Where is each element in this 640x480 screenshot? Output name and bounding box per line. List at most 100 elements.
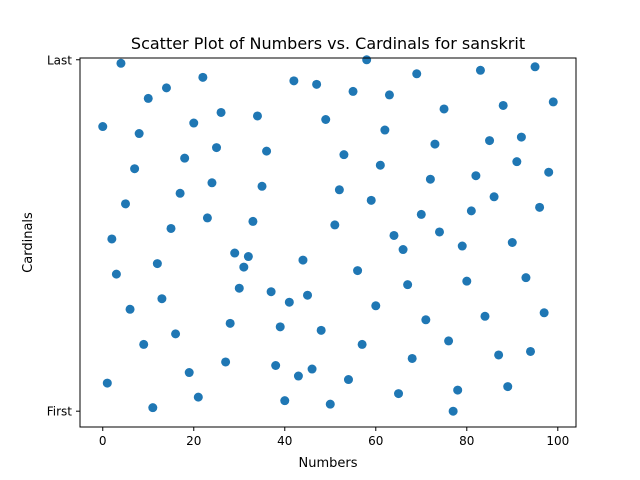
data-point-18	[180, 153, 190, 163]
data-point-80	[462, 276, 472, 286]
data-point-53	[339, 150, 349, 160]
data-point-79	[457, 241, 467, 251]
data-point-82	[471, 171, 481, 181]
data-point-19	[184, 368, 194, 378]
data-point-41	[284, 297, 294, 307]
data-point-11	[148, 403, 158, 413]
data-point-58	[362, 55, 372, 65]
data-point-42	[289, 76, 299, 86]
data-point-15	[166, 223, 176, 233]
data-point-60	[371, 301, 381, 311]
data-point-46	[307, 364, 317, 374]
data-point-6	[125, 304, 135, 314]
data-point-48	[316, 325, 326, 335]
data-point-86	[489, 192, 499, 202]
data-point-32	[243, 252, 253, 262]
data-point-7	[130, 164, 140, 174]
data-point-83	[475, 65, 485, 75]
data-point-94	[526, 346, 535, 356]
chart-title: Scatter Plot of Numbers vs. Cardinals fo…	[131, 34, 525, 53]
data-point-97	[539, 308, 549, 318]
data-point-26	[216, 107, 226, 117]
data-point-30	[234, 283, 244, 293]
data-point-40	[280, 396, 290, 406]
data-point-54	[343, 375, 353, 385]
data-point-52	[334, 185, 344, 195]
data-point-59	[366, 195, 376, 205]
data-point-45	[303, 290, 313, 300]
data-point-66	[398, 245, 408, 255]
data-point-62	[380, 125, 390, 135]
data-point-95	[530, 62, 540, 72]
data-point-67	[403, 280, 413, 290]
data-point-76	[444, 336, 454, 346]
data-point-91	[512, 157, 522, 167]
data-point-9	[139, 339, 149, 349]
x-tick-label: 0	[99, 434, 107, 448]
x-tick-label: 20	[186, 434, 201, 448]
data-point-25	[212, 143, 222, 153]
data-point-57	[357, 339, 367, 349]
x-axis-label: Numbers	[299, 456, 358, 471]
data-point-8	[134, 129, 144, 139]
x-tick-label: 40	[277, 434, 292, 448]
data-point-89	[503, 382, 513, 392]
data-point-71	[421, 315, 431, 325]
data-point-73	[430, 139, 440, 149]
data-point-21	[193, 392, 203, 402]
data-point-5	[121, 199, 130, 209]
data-point-31	[239, 262, 249, 272]
data-point-93	[521, 273, 531, 283]
data-point-2	[107, 234, 117, 244]
data-point-44	[298, 255, 308, 265]
data-point-69	[412, 69, 422, 79]
data-point-27	[221, 357, 231, 367]
data-point-61	[375, 160, 385, 170]
data-point-75	[439, 104, 449, 114]
data-point-0	[98, 122, 108, 132]
data-point-55	[348, 86, 358, 96]
data-points	[98, 55, 558, 416]
data-point-12	[152, 259, 162, 269]
data-point-81	[466, 206, 476, 216]
data-point-22	[198, 72, 208, 82]
data-point-64	[389, 230, 399, 240]
data-point-35	[257, 181, 267, 191]
data-point-96	[535, 202, 545, 212]
data-point-29	[230, 248, 240, 258]
data-point-56	[353, 266, 363, 276]
data-point-16	[171, 329, 181, 339]
data-point-36	[262, 146, 272, 156]
data-point-4	[116, 58, 126, 68]
data-point-90	[507, 238, 517, 247]
data-point-84	[480, 311, 490, 321]
x-tick-label: 80	[459, 434, 474, 448]
data-point-99	[548, 97, 558, 107]
data-point-37	[266, 287, 276, 297]
data-point-74	[434, 227, 444, 237]
data-point-43	[293, 371, 303, 381]
data-point-51	[330, 220, 340, 230]
data-point-38	[271, 361, 281, 370]
data-point-63	[384, 90, 394, 100]
data-point-70	[416, 209, 426, 219]
data-point-50	[325, 399, 335, 409]
data-point-33	[248, 216, 258, 226]
data-point-39	[275, 322, 285, 332]
plot-frame	[79, 57, 577, 428]
data-point-28	[225, 318, 235, 328]
y-axis: First Last	[47, 53, 80, 419]
data-point-13	[157, 294, 167, 304]
data-point-88	[498, 100, 508, 110]
data-point-98	[544, 167, 554, 177]
data-point-24	[207, 178, 217, 188]
data-point-14	[161, 83, 171, 93]
data-point-85	[485, 136, 495, 146]
data-point-1	[102, 378, 112, 388]
x-axis: 0 20 40 60 80 100	[99, 427, 569, 448]
data-point-17	[175, 188, 185, 198]
data-point-47	[312, 79, 322, 89]
data-point-77	[448, 406, 458, 416]
data-point-20	[189, 118, 199, 128]
